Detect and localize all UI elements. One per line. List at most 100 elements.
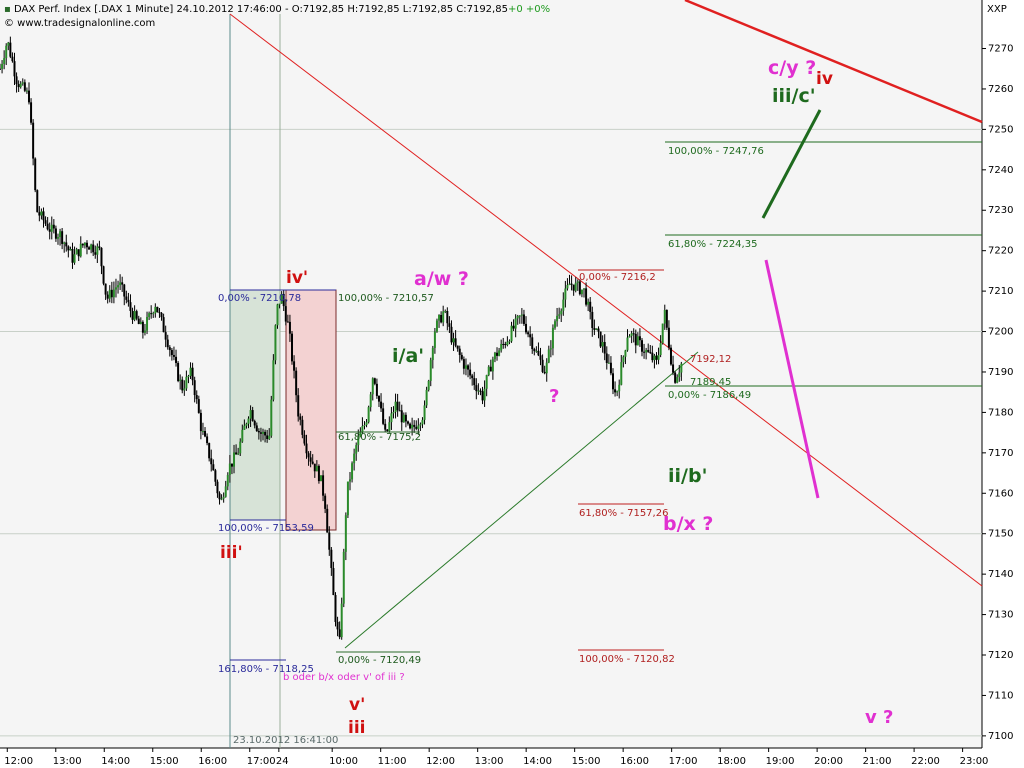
- label-box-right-base: 0,00% - 7120,49: [338, 655, 421, 666]
- candle-body: [137, 318, 140, 325]
- candle-body: [438, 314, 441, 321]
- candle-body: [510, 325, 513, 342]
- candle-body: [454, 338, 457, 346]
- candle-body: [88, 247, 91, 250]
- wave-question: ?: [549, 386, 559, 407]
- candle-body: [193, 380, 196, 396]
- candle-body: [197, 399, 200, 413]
- candle-body: [27, 90, 30, 103]
- label-box-left-ext: 161,80% - 7118,25: [218, 664, 314, 675]
- candle-body: [46, 223, 49, 230]
- candle-body: [355, 445, 358, 454]
- candle-body: [346, 481, 349, 516]
- candle-body: [189, 367, 192, 377]
- candle-body: [214, 470, 217, 482]
- candle-body: [638, 336, 641, 341]
- candle-body: [373, 378, 376, 384]
- candle-body: [657, 355, 660, 360]
- candle-body: [255, 425, 258, 432]
- candle-body: [299, 416, 302, 420]
- candle-body: [558, 314, 561, 316]
- label-box-right-top: 100,00% - 7210,57: [338, 293, 434, 304]
- y-tick-label: 7150: [988, 529, 1013, 540]
- candle-body: [351, 463, 354, 480]
- candle-body: [175, 356, 178, 363]
- candle-body: [201, 430, 204, 432]
- candle-body: [9, 42, 12, 57]
- candle-body: [593, 327, 596, 330]
- candle-body: [249, 410, 252, 419]
- candle-body: [92, 244, 95, 253]
- candle-body: [65, 242, 68, 247]
- candle-body: [117, 285, 120, 288]
- candle-body: [591, 311, 594, 328]
- candle-body: [618, 384, 621, 392]
- candle-body: [672, 364, 675, 373]
- candle-body: [423, 405, 426, 420]
- candle-body: [502, 343, 505, 345]
- candle-body: [195, 395, 198, 400]
- candle-body: [179, 379, 182, 381]
- candle-body: [30, 102, 33, 123]
- candle-body: [636, 336, 639, 346]
- candle-body: [177, 362, 180, 381]
- x-tick-label: 14:00: [523, 756, 552, 767]
- candle-body: [674, 372, 677, 383]
- candle-body: [498, 350, 501, 356]
- candle-body: [187, 376, 190, 378]
- y-tick-label: 7210: [988, 286, 1013, 297]
- wave-iii-prime: iii': [220, 543, 243, 563]
- y-tick-label: 7240: [988, 165, 1013, 176]
- candle-body: [643, 351, 646, 353]
- y-tick-label: 7270: [988, 44, 1013, 55]
- x-axis-ticks: 12:00 13:00 14:00 15:00 16:00 17:00 24 10:00 11:…: [4, 748, 988, 767]
- candle-body: [624, 350, 627, 357]
- candle-body: [5, 45, 8, 59]
- candle-body: [160, 312, 163, 318]
- label-fib-red-0: 0,00% - 7216,2: [579, 272, 656, 283]
- candle-body: [288, 321, 291, 334]
- wave-v-prime: v': [349, 695, 365, 715]
- candle-body: [489, 366, 492, 372]
- candle-body: [131, 310, 134, 320]
- candle-body: [653, 355, 656, 361]
- x-tick-label: 23:00: [960, 756, 989, 767]
- candle-body: [609, 362, 612, 374]
- candle-body: [257, 431, 260, 433]
- candle-body: [661, 323, 664, 344]
- candle-body: [394, 401, 397, 413]
- candle-body: [357, 436, 360, 446]
- candle-body: [233, 452, 236, 467]
- candle-body: [375, 383, 378, 396]
- candle-body: [330, 549, 333, 569]
- candle-body: [67, 246, 70, 251]
- candle-body: [467, 365, 470, 370]
- candle-body: [251, 410, 254, 421]
- candle-body: [564, 288, 567, 300]
- label-fib-green-100: 100,00% - 7247,76: [668, 146, 764, 157]
- candle-body: [54, 228, 57, 239]
- candle-body: [90, 244, 93, 250]
- candle-body: [253, 420, 256, 426]
- candle-body: [139, 321, 142, 325]
- candle-body: [400, 410, 403, 423]
- candle-body: [491, 359, 494, 372]
- candle-body: [479, 390, 482, 392]
- y-tick-label: 7170: [988, 448, 1013, 459]
- candle-body: [297, 395, 300, 417]
- candle-body: [305, 443, 308, 454]
- candle-body: [141, 321, 144, 333]
- candle-body: [522, 314, 525, 324]
- candle-body: [284, 306, 287, 322]
- y-tick-label: 7190: [988, 367, 1013, 378]
- candle-body: [506, 341, 509, 346]
- candle-body: [386, 429, 389, 432]
- candle-body: [185, 376, 188, 389]
- x-tick-label: 16:00: [620, 756, 649, 767]
- candle-body: [535, 350, 538, 352]
- y-tick-label: 7200: [988, 327, 1013, 338]
- candle-body: [663, 309, 666, 324]
- candle-body: [570, 283, 573, 285]
- candle-body: [425, 389, 428, 406]
- candle-body: [342, 551, 345, 604]
